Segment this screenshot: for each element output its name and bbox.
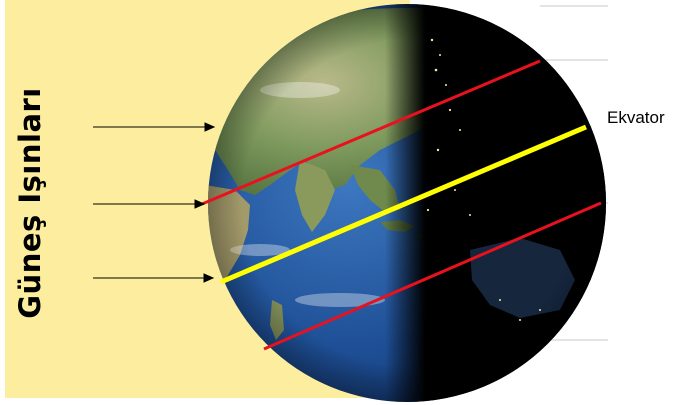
equator-line bbox=[220, 124, 587, 285]
tropic-south-line bbox=[263, 201, 602, 351]
tropic-north-line bbox=[201, 59, 541, 206]
sun-ray-arrow-2 bbox=[93, 199, 206, 209]
equator-label: Ekvator bbox=[607, 108, 665, 127]
sun-rays-label: Güneş Işınları bbox=[13, 87, 47, 319]
sun-ray-arrows bbox=[93, 122, 216, 283]
sun-ray-arrow-3 bbox=[93, 273, 215, 283]
sun-ray-arrow-1 bbox=[93, 122, 216, 132]
